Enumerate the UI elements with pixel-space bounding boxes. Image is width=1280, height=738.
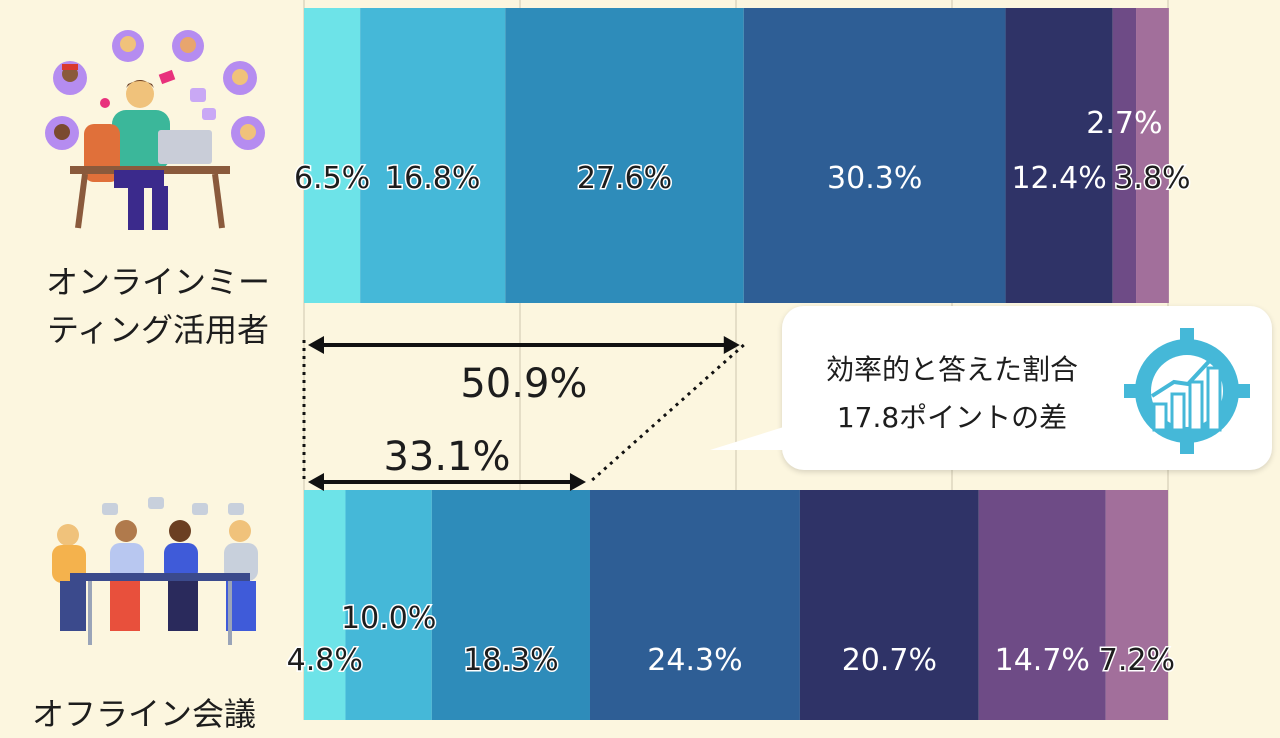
data-label: 10.0% [341,601,436,636]
bracket-label: 33.1% [383,434,510,480]
data-label: 2.7% [1086,106,1162,141]
stacked-bar-chart: 6.5% 16.8% 27.6% 30.3% 12.4% 2.7% 3.8% 4.8% 10.0… [285,0,1192,720]
callout-tail [710,425,790,450]
bar-segment [1105,490,1168,720]
category-label-offline-text: オフライン会議 [32,695,257,733]
data-label: 18.3% [463,643,558,678]
bar-segment [360,8,506,303]
callout-line2: 17.8ポイントの差 [836,401,1068,434]
bar-segment [1112,8,1137,303]
callout-line1: 効率的と答えた割合 [825,353,1078,386]
data-label: 14.7% [995,643,1090,678]
bar-segment [345,490,432,720]
data-labels: 6.5% 16.8% 27.6% 30.3% 12.4% 2.7% 3.8% 4.8% 10.0… [285,106,1192,680]
data-label: 24.3% [647,643,742,678]
category-label-online-text: オンラインミー ティング活用者 [45,263,270,349]
bar-segment [799,490,979,720]
data-label: 4.8% [287,643,363,678]
bracket-annotations: 50.9% 33.1% [302,336,745,491]
data-label: 7.2% [1099,643,1175,678]
dotted-guide [588,343,745,484]
category-label-online: オンラインミー ティング活用者 [18,258,298,354]
bar-segment [304,8,361,303]
category-label-offline: オフライン会議 [32,690,312,738]
bracket: 33.1% [308,434,586,491]
data-label: 12.4% [1011,161,1106,196]
growth-chart-gear-icon [1124,328,1250,454]
bar-segment [978,490,1106,720]
data-label: 20.7% [842,643,937,678]
data-label: 6.5% [294,161,370,196]
data-label: 3.8% [1114,161,1190,196]
bar-segment [304,490,346,720]
bar-segment [743,8,1006,303]
bar-segment [1005,8,1113,303]
data-label: 27.6% [577,161,672,196]
offline-meeting-group-icon [52,497,258,645]
data-label: 30.3% [827,161,922,196]
bar-segments [304,8,1169,720]
bracket-label: 50.9% [460,361,587,407]
bar-segment [589,490,800,720]
bar-segment [505,8,744,303]
data-label: 16.8% [385,161,480,196]
difference-callout: 効率的と答えた割合 17.8ポイントの差 [782,306,1272,470]
online-meeting-person-icon [45,30,265,230]
bar-segment [431,490,590,720]
bracket: 50.9% [308,336,740,407]
bar-segment [1136,8,1169,303]
